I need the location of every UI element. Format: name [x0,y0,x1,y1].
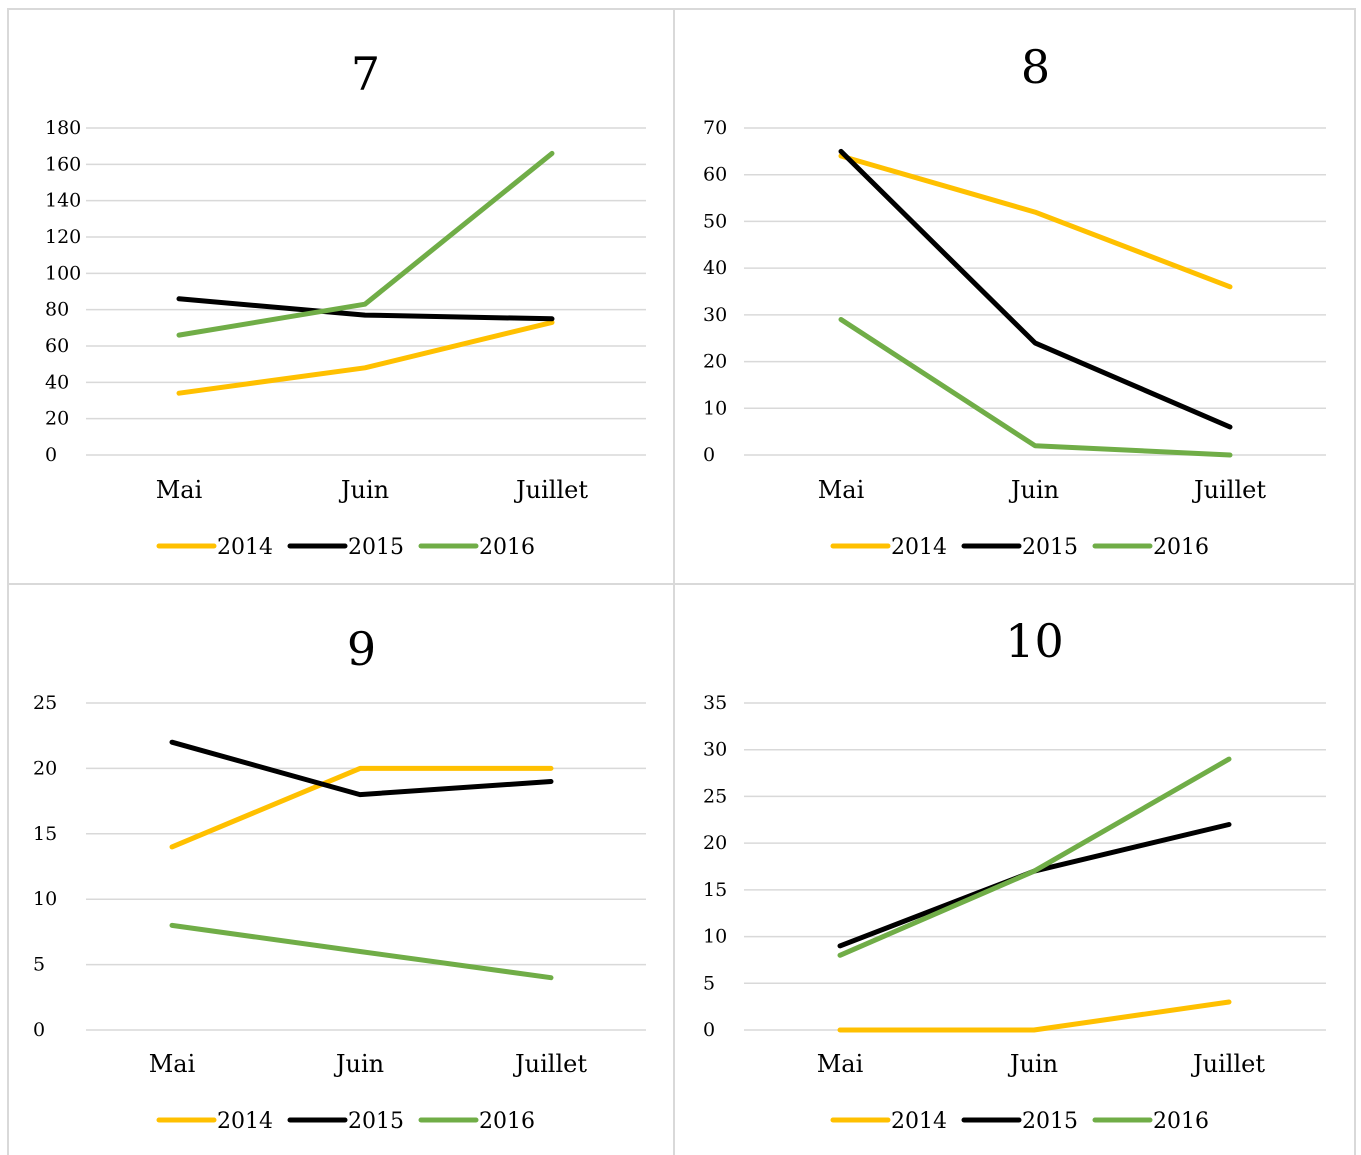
y-tick-label: 60 [703,164,727,186]
legend-label-2014: 2014 [217,535,273,560]
y-tick-label: 35 [703,692,727,714]
y-tick-label: 15 [33,823,57,845]
chart-title: 10 [1005,614,1064,668]
chart-8-svg: 8 0 10 20 30 40 50 60 70 Mai Juin Juillet 2014 2015 20… [703,40,1326,560]
y-tick-label: 0 [45,444,57,466]
y-tick-label: 100 [45,262,81,284]
series-line-2016 [169,922,554,981]
y-tick-label: 0 [703,444,715,466]
series-line-2014 [837,999,1232,1033]
x-tick-label: Juin [338,476,389,504]
y-tick-label: 140 [45,190,81,212]
chart-10-svg: 10 0 5 10 15 20 25 30 35 Mai Juin Juillet 2014 2015 20… [703,614,1326,1134]
y-tick-label: 180 [45,117,81,139]
chart-panel-7: 7 0 20 40 60 80 100 120 140 160 180 Mai Juin Juillet 2… [7,8,674,584]
y-tick-label: 5 [33,954,45,976]
series-line-2014 [838,153,1233,290]
legend-label-2016: 2016 [1153,1109,1209,1134]
y-tick-label: 160 [45,153,81,175]
y-tick-label: 30 [703,739,727,761]
legend-label-2016: 2016 [1153,535,1209,560]
legend-label-2015: 2015 [348,535,404,560]
chart-panel-10: 10 0 5 10 15 20 25 30 35 Mai Juin Juillet 2014 2015 20… [674,584,1356,1155]
series-line-2015 [176,296,555,322]
y-tick-label: 80 [45,299,69,321]
legend-label-2016: 2016 [479,535,535,560]
legend-label-2015: 2015 [1022,535,1078,560]
y-tick-label: 20 [45,408,69,430]
chart-panel-9: 9 0 5 10 15 20 25 Mai Juin Juillet 2014 2015 2016 [7,584,674,1155]
y-tick-label: 60 [45,335,69,357]
y-tick-label: 5 [703,972,715,994]
y-tick-label: 25 [703,785,727,807]
y-tick-label: 20 [703,832,727,854]
x-tick-label: Mai [149,1050,196,1078]
legend-label-2015: 2015 [1022,1109,1078,1134]
y-tick-label: 70 [703,117,727,139]
series-line-2016 [176,150,555,338]
series-line-2016 [837,756,1232,958]
legend-label-2014: 2014 [217,1109,273,1134]
series-line-2015 [838,148,1233,430]
x-tick-label: Mai [817,1050,864,1078]
y-tick-label: 10 [33,888,57,910]
x-tick-label: Mai [818,476,865,504]
y-tick-label: 20 [703,351,727,373]
y-tick-label: 10 [703,926,727,948]
y-tick-label: 10 [703,397,727,419]
x-tick-label: Juin [1008,476,1059,504]
y-tick-label: 0 [703,1019,715,1041]
y-tick-label: 40 [45,371,69,393]
y-tick-label: 50 [703,210,727,232]
chart-9-svg: 9 0 5 10 15 20 25 Mai Juin Juillet 2014 2015 2016 [33,622,646,1134]
chart-7-svg: 7 0 20 40 60 80 100 120 140 160 180 Mai Juin Juillet 2… [45,47,646,560]
legend-label-2016: 2016 [479,1109,535,1134]
chart-title: 8 [1021,40,1050,94]
legend-label-2014: 2014 [891,535,947,560]
legend-label-2015: 2015 [348,1109,404,1134]
x-tick-label: Mai [156,476,203,504]
series-line-2014 [176,319,555,396]
x-tick-label: Juillet [513,476,588,504]
y-tick-label: 25 [33,692,57,714]
x-tick-label: Juin [333,1050,384,1078]
x-tick-label: Juillet [1190,1050,1265,1078]
chart-panel-8: 8 0 10 20 30 40 50 60 70 Mai Juin Juillet 2014 2015 20… [674,8,1356,584]
y-tick-label: 15 [703,879,727,901]
x-tick-label: Juillet [512,1050,587,1078]
y-tick-label: 40 [703,257,727,279]
series-line-2014 [169,765,554,850]
chart-title: 7 [351,47,380,101]
y-tick-label: 120 [45,226,81,248]
legend-label-2014: 2014 [891,1109,947,1134]
y-tick-label: 0 [33,1019,45,1041]
series-line-2015 [169,739,554,798]
series-line-2016 [838,317,1233,458]
x-tick-label: Juillet [1191,476,1266,504]
y-tick-label: 30 [703,304,727,326]
x-tick-label: Juin [1007,1050,1058,1078]
y-tick-label: 20 [33,757,57,779]
chart-title: 9 [347,622,376,676]
